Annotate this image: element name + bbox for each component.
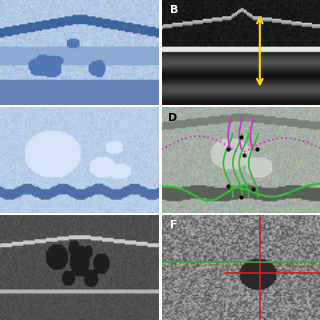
- Text: B: B: [170, 5, 178, 15]
- Text: F: F: [170, 220, 177, 230]
- Text: D: D: [168, 113, 177, 123]
